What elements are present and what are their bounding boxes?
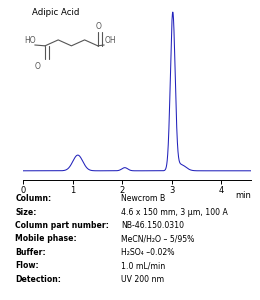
Text: OH: OH bbox=[105, 36, 116, 45]
Text: H₂SO₄ –0.02%: H₂SO₄ –0.02% bbox=[121, 248, 174, 257]
Text: HO: HO bbox=[24, 36, 36, 45]
Text: Newcrom B: Newcrom B bbox=[121, 194, 165, 203]
Text: MeCN/H₂O – 5/95%: MeCN/H₂O – 5/95% bbox=[121, 234, 194, 243]
Text: O: O bbox=[95, 22, 101, 32]
Text: 4.6 x 150 mm, 3 μm, 100 A: 4.6 x 150 mm, 3 μm, 100 A bbox=[121, 208, 228, 217]
Text: Column part number:: Column part number: bbox=[15, 221, 109, 230]
Text: UV 200 nm: UV 200 nm bbox=[121, 275, 164, 284]
Text: Column:: Column: bbox=[15, 194, 51, 203]
Text: Adipic Acid: Adipic Acid bbox=[32, 8, 80, 17]
Text: Mobile phase:: Mobile phase: bbox=[15, 234, 77, 243]
Text: Flow:: Flow: bbox=[15, 261, 39, 270]
Text: Detection:: Detection: bbox=[15, 275, 61, 284]
Text: 1.0 mL/min: 1.0 mL/min bbox=[121, 261, 165, 270]
Text: Buffer:: Buffer: bbox=[15, 248, 46, 257]
Text: NB-46.150.0310: NB-46.150.0310 bbox=[121, 221, 184, 230]
Text: Size:: Size: bbox=[15, 208, 37, 217]
Text: O: O bbox=[35, 62, 41, 71]
Text: min: min bbox=[235, 191, 251, 200]
